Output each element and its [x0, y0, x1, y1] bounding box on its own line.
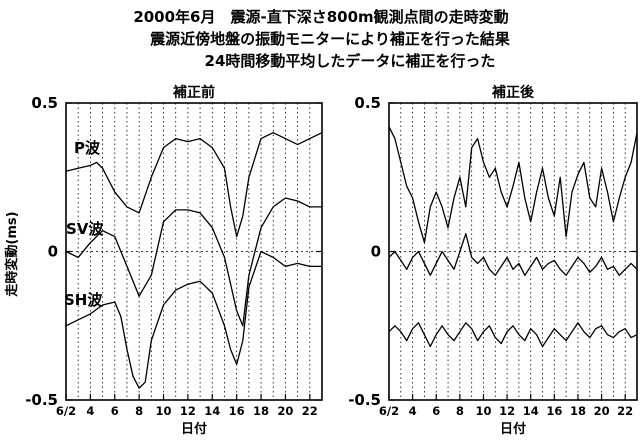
- x-tick-label: 10: [156, 404, 172, 418]
- chart-panel-after: 補正後 0.5 0 -0.56/2 4 6 8 10 12 14 16 18 20 22 日付: [348, 84, 638, 437]
- x-tick-label: 4: [86, 404, 94, 418]
- series-line-0: [388, 126, 638, 244]
- x-tick-label: 12: [180, 404, 196, 418]
- x-tick-label: 16: [229, 404, 245, 418]
- y-tick-label: -0.5: [348, 391, 381, 409]
- series-line-named-0: [65, 132, 323, 238]
- x-tick-label: 20: [277, 404, 293, 418]
- plot-frame: [65, 102, 323, 401]
- x-tick-label: 12: [499, 404, 515, 418]
- x-tick-label: 16: [546, 404, 562, 418]
- y-tick-label: 0: [371, 243, 381, 261]
- x-tick-label: 6: [432, 404, 440, 418]
- figure-title-line1: 2000年6月 震源-直下深さ800m観測点間の走時変動: [133, 8, 508, 26]
- y-axis-label: 走時変動(ms): [4, 211, 20, 296]
- x-tick-label: 4: [409, 404, 417, 418]
- x-tick-label: 8: [456, 404, 464, 418]
- x-tick-label: 6/2: [379, 404, 399, 418]
- series-label: SV波: [66, 220, 104, 238]
- x-tick-label: 8: [135, 404, 143, 418]
- x-tick-label: 22: [617, 404, 633, 418]
- x-tick-label: 20: [594, 404, 610, 418]
- series-line-named-2: [65, 250, 322, 389]
- chart-panel-before: 補正前 0.5 0 -0.56/2 4 6 8 10 12 14 16 18 20 22 日付 P波 SV波 SH…: [25, 84, 323, 437]
- series-line-named-1: [65, 197, 322, 327]
- x-tick-label: 14: [523, 404, 539, 418]
- x-tick-label: 6: [111, 404, 119, 418]
- x-tick-label: 22: [302, 404, 318, 418]
- x-tick-label: 6/2: [56, 404, 76, 418]
- series-label: P波: [74, 139, 101, 157]
- y-tick-label: 0.5: [354, 94, 381, 112]
- x-axis-label: 日付: [500, 421, 526, 437]
- figure-title-line2: 震源近傍地盤の振動モニターにより補正を行った結果: [150, 30, 511, 48]
- y-tick-label: 0: [48, 243, 58, 261]
- series-label: SH波: [64, 291, 103, 309]
- x-axis-label: 日付: [181, 421, 207, 437]
- panel-title: 補正前: [172, 84, 215, 101]
- series-line-2: [388, 322, 638, 348]
- y-tick-label: 0.5: [31, 94, 58, 112]
- x-tick-label: 18: [253, 404, 269, 418]
- x-tick-label: 14: [204, 404, 220, 418]
- x-tick-label: 10: [475, 404, 491, 418]
- x-tick-label: 18: [570, 404, 586, 418]
- series-line-1: [388, 233, 638, 276]
- figure-title-line3: 24時間移動平均したデータに補正を行った: [205, 52, 496, 70]
- panel-title: 補正後: [491, 84, 535, 101]
- y-tick-label: -0.5: [25, 391, 58, 409]
